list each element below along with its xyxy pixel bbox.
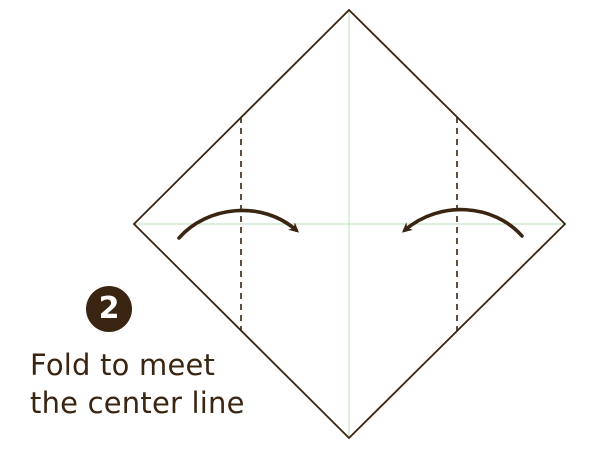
instruction-line-1: Fold to meet: [30, 348, 216, 382]
step-number-badge: 2: [86, 286, 132, 332]
instruction-line-2: the center line: [30, 386, 245, 420]
curved-arrow-right-icon: [177, 208, 300, 240]
instruction-text: Fold to meet the center line: [30, 346, 290, 422]
curved-arrow-left-icon: [401, 207, 524, 238]
paper-square-outline: [132, 8, 567, 440]
